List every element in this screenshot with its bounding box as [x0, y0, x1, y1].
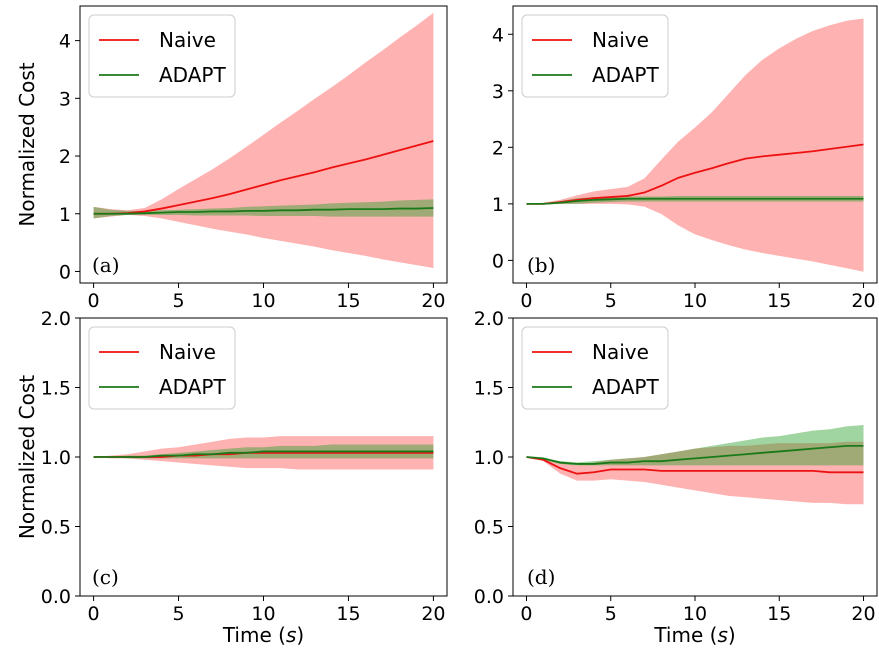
adapt-mean-line	[93, 207, 434, 215]
adapt-mean-line	[526, 444, 864, 465]
legend-box	[521, 326, 669, 410]
y-tick-label: 1.0	[41, 447, 71, 469]
adapt-band	[526, 425, 864, 466]
x-tick-label: 5	[172, 290, 184, 312]
y-tick-label: 1.5	[41, 378, 71, 400]
y-tick-label: 1	[492, 194, 504, 216]
panel-tag: (b)	[527, 253, 555, 277]
adapt-mean-line	[93, 450, 434, 458]
y-tick-label: 0	[492, 250, 504, 272]
x-tick-label: 15	[767, 603, 791, 625]
y-tick-label: 0.0	[41, 586, 71, 608]
y-tick-label: 2	[492, 137, 504, 159]
panel-d: 0 5 10 15 20 0.0 0.5 1.0 1.5 2.0 Time (s) Naive ADAP…	[474, 308, 878, 647]
plot-area	[93, 436, 434, 470]
y-tick-label: 1.5	[474, 378, 504, 400]
panel-a: 0 5 10 15 20 0 1 2 3 4 Normalized Cost Naive ADAPT (a…	[15, 5, 448, 312]
plot-area	[526, 18, 864, 272]
y-axis: 0.0 0.5 1.0 1.5 2.0	[41, 308, 80, 608]
x-tick-label: 15	[336, 603, 360, 625]
panel-tag: (c)	[92, 565, 119, 589]
adapt-mean-line	[526, 197, 864, 205]
adapt-band	[93, 199, 434, 219]
panel-c: 0 5 10 15 20 0.0 0.5 1.0 1.5 2.0 Normalized Cost Ti…	[15, 308, 448, 647]
legend: Naive ADAPT	[88, 326, 236, 410]
y-tick-label: 0.0	[474, 586, 504, 608]
panel-b: 0 5 10 15 20 0 1 2 3 4 Naive ADAPT (b)	[492, 5, 878, 312]
legend: Naive ADAPT	[521, 326, 669, 410]
legend-box	[88, 14, 236, 98]
panel-tag: (a)	[92, 253, 120, 277]
x-tick-label: 5	[605, 603, 617, 625]
naive-band	[526, 441, 864, 505]
y-tick-label: 2.0	[474, 308, 504, 330]
y-tick-label: 0.5	[41, 517, 71, 539]
x-tick-label: 10	[683, 290, 707, 312]
x-tick-label: 5	[172, 603, 184, 625]
x-tick-label: 15	[767, 290, 791, 312]
x-axis-label: Time (s)	[653, 623, 735, 647]
y-tick-label: 4	[492, 24, 504, 46]
y-tick-label: 0	[59, 261, 71, 283]
legend: Naive ADAPT	[88, 14, 236, 98]
x-tick-label: 0	[88, 290, 100, 312]
x-tick-label: 20	[851, 603, 875, 625]
legend-label-adapt: ADAPT	[592, 63, 659, 87]
x-axis-label-unit: s	[286, 623, 296, 647]
x-tick-label: 20	[421, 290, 445, 312]
x-tick-label: 10	[251, 603, 275, 625]
naive-band	[526, 18, 864, 272]
x-tick-label: 10	[251, 290, 275, 312]
legend-label-adapt: ADAPT	[159, 63, 226, 87]
x-tick-label: 0	[520, 290, 532, 312]
x-tick-label: 20	[851, 290, 875, 312]
y-tick-label: 0.5	[474, 517, 504, 539]
plot-area	[93, 12, 434, 269]
y-axis-label: Normalized Cost	[15, 62, 39, 226]
x-tick-label: 20	[421, 603, 445, 625]
y-axis: 0 1 2 3 4	[59, 31, 80, 283]
y-tick-label: 2.0	[41, 308, 71, 330]
naive-mean-line	[526, 143, 864, 205]
legend-label-naive: Naive	[159, 28, 216, 52]
legend-label-naive: Naive	[592, 340, 649, 364]
y-tick-label: 1	[59, 204, 71, 226]
legend-label-naive: Naive	[592, 28, 649, 52]
y-tick-label: 3	[492, 81, 504, 103]
legend: Naive ADAPT	[521, 14, 669, 98]
y-axis-label: Normalized Cost	[15, 375, 39, 539]
plot-area	[526, 425, 864, 505]
naive-mean-line	[93, 140, 434, 215]
legend-label-naive: Naive	[159, 340, 216, 364]
x-axis: 0 5 10 15 20	[88, 283, 446, 312]
y-tick-label: 2	[59, 146, 71, 168]
x-tick-label: 10	[683, 603, 707, 625]
legend-box	[88, 326, 236, 410]
x-axis: 0 5 10 15 20	[520, 283, 876, 312]
y-tick-label: 1.0	[474, 447, 504, 469]
y-axis: 0.0 0.5 1.0 1.5 2.0	[474, 308, 513, 608]
y-tick-label: 3	[59, 88, 71, 110]
panel-tag: (d)	[527, 565, 555, 589]
x-tick-label: 0	[88, 603, 100, 625]
x-axis: 0 5 10 15 20	[520, 596, 876, 625]
naive-mean-line	[526, 456, 864, 475]
legend-label-adapt: ADAPT	[592, 375, 659, 399]
x-tick-label: 15	[336, 290, 360, 312]
y-tick-label: 4	[59, 31, 71, 53]
x-axis-label: Time (s)	[222, 623, 304, 647]
x-tick-label: 0	[520, 603, 532, 625]
y-axis: 0 1 2 3 4	[492, 24, 513, 272]
legend-label-adapt: ADAPT	[159, 375, 226, 399]
x-tick-label: 5	[605, 290, 617, 312]
x-axis: 0 5 10 15 20	[88, 596, 446, 625]
x-axis-label-unit: s	[717, 623, 727, 647]
legend-box	[521, 14, 669, 98]
